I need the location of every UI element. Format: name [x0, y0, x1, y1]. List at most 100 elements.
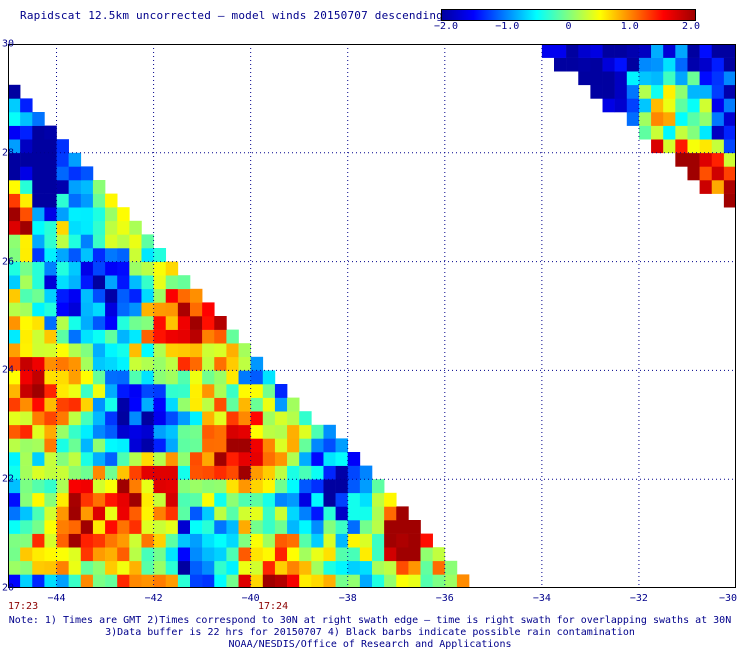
swath-cell — [238, 574, 251, 588]
swath-cell — [723, 84, 736, 99]
colorbar — [441, 9, 696, 21]
swath-cell — [8, 166, 21, 181]
swath-cell — [165, 288, 179, 303]
swath-cell — [311, 574, 324, 588]
swath-cell — [20, 424, 33, 439]
swath-cell — [32, 302, 45, 317]
swath-cell — [687, 166, 700, 181]
swath-cell — [699, 57, 713, 72]
swath-cell — [56, 139, 69, 154]
swath-cell — [347, 560, 361, 575]
swath-cell — [129, 506, 142, 521]
swath-cell — [20, 411, 33, 426]
swath-cell — [117, 275, 130, 290]
swath-cell — [141, 234, 154, 249]
swath-cell — [190, 384, 203, 398]
swath-cell — [56, 180, 69, 194]
swath-cell — [20, 248, 33, 262]
swath-cell — [396, 533, 409, 548]
swath-cell — [602, 98, 615, 113]
swath-cell — [56, 452, 69, 466]
swath-cell — [165, 275, 179, 290]
swath-cell — [44, 574, 57, 588]
swath-cell — [92, 533, 106, 548]
swath-cell — [177, 479, 191, 494]
swath-cell — [80, 356, 94, 371]
swath-cell — [323, 574, 336, 588]
swath-cell — [117, 520, 130, 534]
swath-cell — [214, 316, 227, 330]
swath-cell — [105, 193, 118, 208]
swath-cell — [44, 506, 57, 521]
swath-cell — [384, 506, 397, 521]
swath-cell — [190, 465, 203, 480]
swath-cell — [202, 492, 215, 507]
swath-cell — [238, 547, 251, 562]
longitude-tick-label: −30 — [718, 593, 738, 604]
swath-cell — [105, 560, 118, 575]
swath-cell — [68, 302, 82, 317]
swath-cell — [20, 492, 33, 507]
swath-cell — [250, 411, 264, 426]
swath-cell — [347, 533, 361, 548]
swath-cell — [238, 465, 251, 480]
swath-cell — [214, 574, 227, 588]
swath-cell — [226, 506, 239, 521]
swath-cell — [165, 356, 179, 371]
swath-cell — [262, 533, 276, 548]
swath-cell — [92, 547, 106, 562]
swath-cell — [8, 343, 21, 358]
swath-cell — [190, 533, 203, 548]
swath-cell — [638, 98, 652, 113]
swath-cell — [651, 71, 664, 86]
swath-cell — [226, 452, 239, 466]
swath-cell — [68, 234, 82, 249]
swath-cell — [117, 384, 130, 398]
latitude-tick-label: 24 — [2, 364, 15, 376]
swath-cell — [80, 520, 94, 534]
swath-cell — [32, 207, 45, 222]
swath-cell — [56, 207, 69, 222]
swath-cell — [190, 329, 203, 344]
swath-cell — [372, 506, 385, 521]
swath-cell — [274, 438, 288, 453]
swath-cell — [238, 479, 251, 494]
swath-cell — [141, 370, 154, 385]
swath-cell — [723, 98, 736, 113]
swath-cell — [68, 220, 82, 235]
swath-cell — [8, 438, 21, 453]
swath-cell — [177, 329, 191, 344]
swath-cell — [8, 207, 21, 222]
swath-cell — [202, 370, 215, 385]
swath-cell — [141, 520, 154, 534]
swath-cell — [250, 506, 264, 521]
swath-cell — [250, 356, 264, 371]
swath-cell — [44, 411, 57, 426]
swath-cell — [141, 547, 154, 562]
swath-cell — [44, 356, 57, 371]
swath-cell — [226, 520, 239, 534]
swath-cell — [141, 411, 154, 426]
swath-cell — [92, 479, 106, 494]
swath-cell — [8, 193, 21, 208]
colorbar-tick-label: 0 — [565, 21, 572, 32]
swath-cell — [372, 547, 385, 562]
swath-cell — [56, 397, 69, 412]
swath-cell — [105, 329, 118, 344]
swath-cell — [68, 397, 82, 412]
swath-cell — [250, 452, 264, 466]
swath-cell — [8, 288, 21, 303]
swath-cell — [287, 424, 300, 439]
swath-cell — [141, 356, 154, 371]
swath-cell — [92, 465, 106, 480]
swath-cell — [141, 329, 154, 344]
swath-cell — [699, 180, 713, 194]
swath-cell — [408, 547, 421, 562]
swath-cell — [614, 98, 628, 113]
swath-cell — [129, 288, 142, 303]
swath-cell — [20, 533, 33, 548]
swath-cell — [177, 520, 191, 534]
swath-cell — [68, 180, 82, 194]
swath-cell — [311, 520, 324, 534]
swath-cell — [32, 370, 45, 385]
